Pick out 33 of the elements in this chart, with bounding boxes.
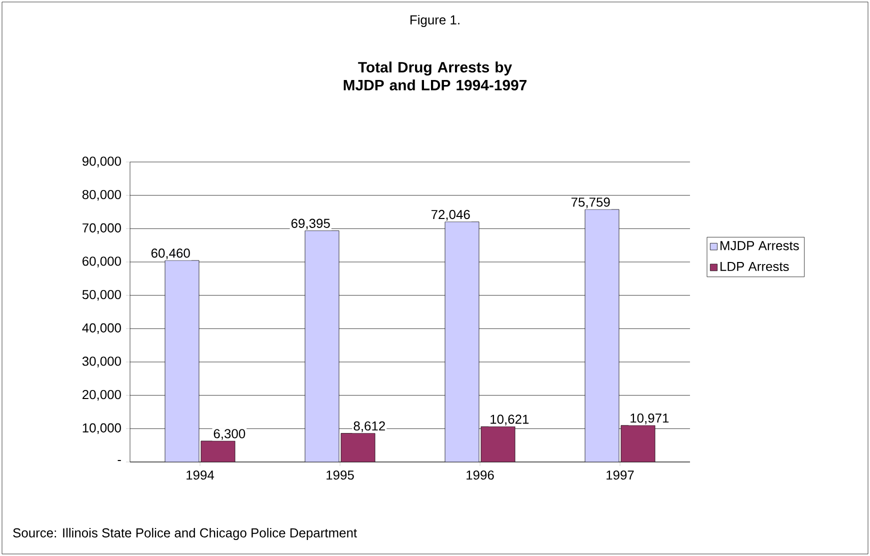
y-tick-label: 20,000 bbox=[82, 390, 121, 401]
x-tick-label: 1996 bbox=[466, 470, 494, 480]
y-tick-label: 80,000 bbox=[82, 190, 121, 201]
source-note: Source: Illinois State Police and Chicago Police Department bbox=[13, 528, 357, 540]
bar bbox=[480, 426, 516, 462]
x-tick-label: 1997 bbox=[606, 470, 634, 480]
bar bbox=[584, 209, 620, 462]
legend-label: LDP Arrests bbox=[720, 262, 789, 272]
chart-title: Total Drug Arrests by MJDP and LDP 1994-1997 bbox=[344, 62, 527, 90]
bar bbox=[200, 440, 236, 462]
bar bbox=[444, 222, 480, 462]
data-label: 60,460 bbox=[151, 248, 190, 260]
data-label: 69,395 bbox=[291, 218, 330, 230]
data-label: 72,046 bbox=[431, 210, 470, 221]
caption: Figure 1. bbox=[410, 14, 460, 28]
y-tick-label: 60,000 bbox=[82, 256, 121, 268]
data-label: 8,612 bbox=[354, 421, 385, 432]
data-label: 10,621 bbox=[490, 414, 529, 426]
y-tick-label: 50,000 bbox=[82, 290, 121, 301]
y-tick-label: 40,000 bbox=[82, 323, 121, 334]
bar bbox=[620, 425, 656, 462]
y-tick-label: 70,000 bbox=[82, 223, 121, 234]
data-label: 75,759 bbox=[571, 198, 610, 208]
x-tick-label: 1994 bbox=[186, 470, 214, 480]
y-tick-label: 90,000 bbox=[82, 156, 121, 168]
y-tick-label: 10,000 bbox=[82, 423, 121, 434]
legend-label: MJDP Arrests bbox=[720, 241, 799, 250]
data-label: 6,300 bbox=[214, 429, 246, 440]
x-tick-label: 1995 bbox=[326, 470, 354, 480]
y-tick-label: - bbox=[118, 460, 121, 462]
bar bbox=[164, 260, 200, 462]
data-label: 10,971 bbox=[630, 414, 669, 424]
y-tick-label: 30,000 bbox=[82, 356, 121, 368]
